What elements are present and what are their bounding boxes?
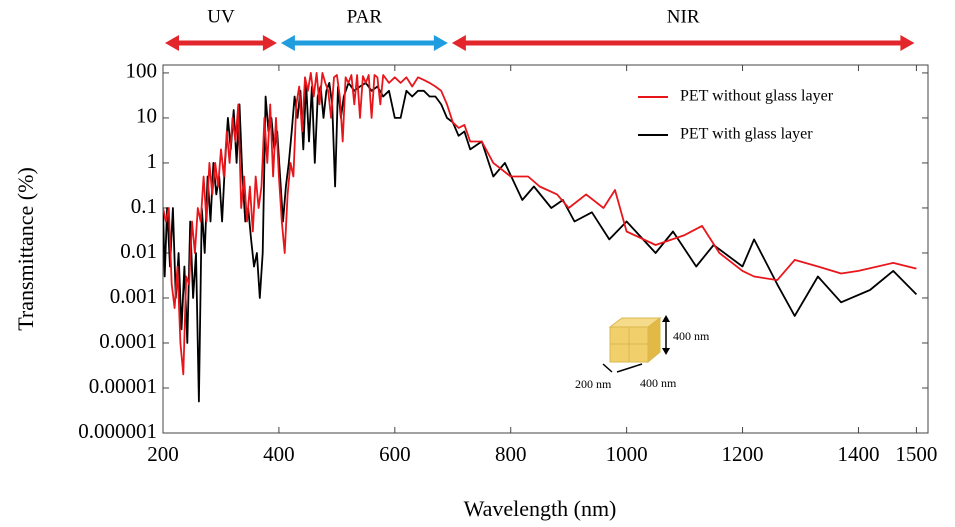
y-tick-label: 1 bbox=[147, 149, 158, 173]
x-tick-label: 1000 bbox=[606, 442, 648, 466]
plot-lines bbox=[163, 72, 918, 403]
plot-frame bbox=[162, 64, 929, 434]
arrow-head bbox=[165, 35, 179, 51]
y-tick-label: 0.1 bbox=[131, 194, 157, 218]
y-axis-label: Transmittance (%) bbox=[13, 167, 38, 331]
legend-label: PET without glass layer bbox=[680, 88, 834, 105]
x-tick-label: 600 bbox=[379, 442, 411, 466]
y-tick-label: 0.0001 bbox=[99, 329, 157, 353]
y-tick-label: 0.01 bbox=[120, 239, 157, 263]
y-tick-label: 0.000001 bbox=[78, 419, 157, 443]
arrow-head bbox=[433, 35, 448, 51]
data-line bbox=[163, 72, 917, 376]
y-tick-label: 0.001 bbox=[110, 284, 157, 308]
x-tick-label: 800 bbox=[495, 442, 527, 466]
arrow-head bbox=[451, 35, 466, 51]
region-label: PAR bbox=[347, 6, 383, 27]
inset-box bbox=[602, 315, 670, 373]
arrow-head bbox=[262, 35, 277, 51]
legend-label: PET with glass layer bbox=[680, 126, 813, 143]
x-tick-label: 1500 bbox=[895, 442, 937, 466]
arrow-head bbox=[900, 35, 915, 51]
inset-label: 200 nm bbox=[575, 377, 612, 391]
y-tick-label: 10 bbox=[136, 104, 157, 128]
y-tick-label: 100 bbox=[126, 59, 158, 83]
arrow-head bbox=[280, 35, 295, 51]
inset-label: 400 nm bbox=[640, 376, 677, 390]
x-axis-label: Wavelength (nm) bbox=[464, 496, 617, 521]
x-tick-label: 200 bbox=[147, 442, 179, 466]
inset-label: 400 nm bbox=[673, 329, 710, 343]
y-tick-label: 0.00001 bbox=[89, 374, 157, 398]
region-label: NIR bbox=[667, 6, 700, 27]
region-label: UV bbox=[207, 6, 235, 27]
x-tick-label: 400 bbox=[263, 442, 295, 466]
x-tick-label: 1400 bbox=[837, 442, 879, 466]
x-tick-label: 1200 bbox=[722, 442, 764, 466]
